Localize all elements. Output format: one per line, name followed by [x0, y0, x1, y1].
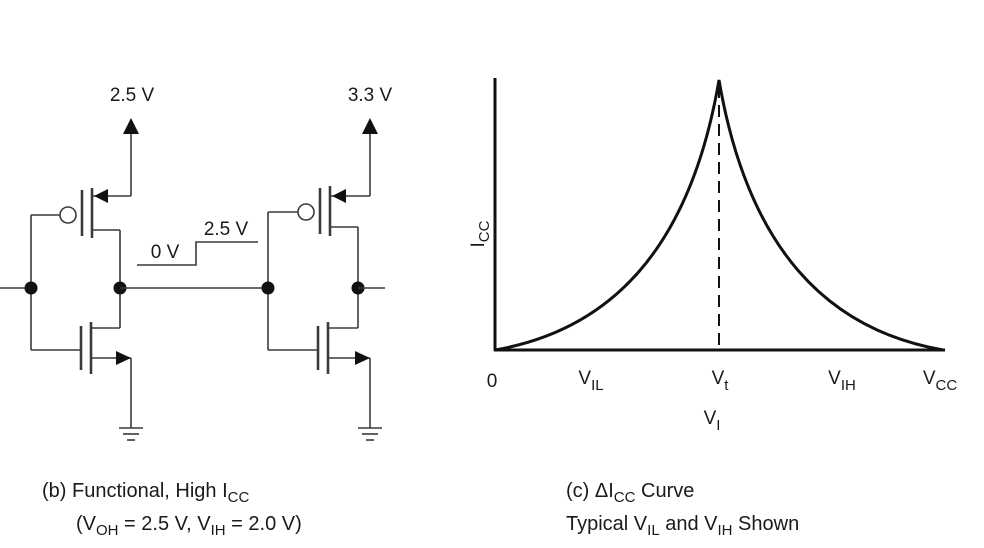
tick-label-vcc: VCC — [923, 368, 958, 394]
inverter-2 — [261, 186, 385, 441]
supply-arrow-left — [123, 118, 139, 196]
inversion-bubble — [297, 203, 315, 221]
y-axis-label: ICC — [468, 220, 493, 247]
icc-curve-plot: ICC 0 VIL Vt VIH VCC VI (c) ΔICC Curve T… — [468, 78, 957, 539]
junction-dot — [261, 281, 275, 295]
junction-dot — [24, 281, 38, 295]
tick-label-zero: 0 — [487, 371, 498, 392]
ground-symbol-2 — [358, 427, 382, 441]
icc-curve — [494, 79, 944, 352]
nmos-transistor-1 — [30, 288, 132, 428]
svg-text:Typical VIL and VIH Shown: Typical VIL and VIH Shown — [566, 513, 799, 539]
pulse-low-label: 0 V — [151, 242, 180, 263]
tick-label-vil: VIL — [578, 368, 603, 394]
pulse-high-label: 2.5 V — [204, 219, 249, 240]
curve-caption: (c) ΔICC Curve Typical VIL and VIH Shown — [566, 480, 799, 539]
supply-left-label: 2.5 V — [110, 85, 155, 106]
tick-label-vt: Vt — [712, 368, 730, 394]
pulse-waveform: 0 V 2.5 V — [137, 219, 258, 266]
svg-text:(VOH = 2.5 V, VIH = 2.0 V): (VOH = 2.5 V, VIH = 2.0 V) — [76, 513, 302, 539]
svg-text:(b) Functional, High ICC: (b) Functional, High ICC — [42, 480, 249, 506]
supply-arrow-right — [362, 118, 378, 196]
nmos-transistor-2 — [267, 288, 371, 428]
pmos-transistor-1 — [30, 188, 131, 288]
circuit-schematic: 2.5 V 3.3 V — [0, 85, 393, 539]
svg-text:(c) ΔICC Curve: (c) ΔICC Curve — [566, 480, 694, 506]
tick-label-vih: VIH — [828, 368, 856, 394]
inversion-bubble — [59, 206, 77, 224]
inverter-1 — [24, 188, 143, 441]
ground-symbol-1 — [119, 427, 143, 441]
x-axis-label: VI — [704, 408, 721, 434]
circuit-caption: (b) Functional, High ICC (VOH = 2.5 V, V… — [42, 480, 302, 539]
supply-right-label: 3.3 V — [348, 85, 393, 106]
pmos-transistor-2 — [267, 186, 370, 288]
